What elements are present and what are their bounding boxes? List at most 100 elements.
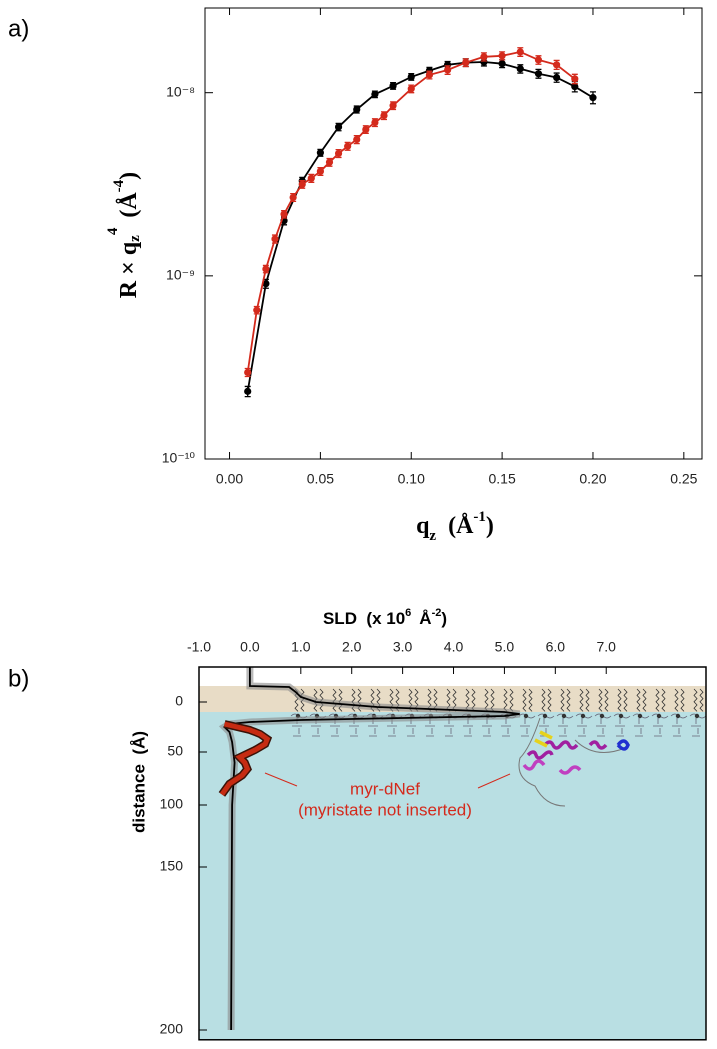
head-atom — [675, 713, 681, 719]
lipid-tail — [522, 688, 533, 712]
label-part: R × q — [116, 241, 142, 298]
y-tick-label: 0 — [175, 693, 183, 709]
protein-cartoon — [518, 717, 630, 807]
data-point — [280, 210, 288, 218]
y-tick-label: 50 — [167, 743, 183, 759]
x-axis-label: SLD (x 106 Å-2) — [323, 607, 447, 629]
head-atom — [637, 713, 643, 719]
x-tick-label: 0.15 — [488, 471, 515, 487]
data-point — [307, 174, 315, 182]
data-point — [534, 70, 543, 78]
lipid-tail — [598, 688, 609, 712]
data-point — [516, 65, 524, 73]
data-point — [244, 368, 252, 377]
water-region — [199, 712, 706, 1040]
label-part: q — [416, 513, 430, 539]
label-part: -2 — [432, 607, 442, 619]
data-point — [298, 180, 306, 188]
x-tick-label: -1.0 — [187, 639, 211, 655]
label-part: (Å — [448, 513, 474, 539]
data-point — [316, 149, 324, 157]
data-point — [589, 94, 597, 102]
data-point — [571, 82, 579, 91]
data-point — [334, 149, 343, 158]
annotation: myr-dNef — [350, 779, 420, 798]
data-point — [462, 58, 470, 67]
data-point — [316, 167, 324, 175]
data-point — [516, 48, 524, 56]
x-tick-label: 0.0 — [240, 639, 260, 655]
fit-line — [246, 50, 576, 373]
data-point — [344, 142, 352, 150]
data-point — [253, 306, 261, 314]
x-tick-label: 0.05 — [307, 471, 334, 487]
x-tick-label: 4.0 — [444, 639, 464, 655]
label-part: (Å — [116, 192, 142, 218]
x-tick-label: 0.20 — [579, 471, 606, 487]
data-point — [498, 60, 506, 68]
x-tick-label: 0.00 — [216, 471, 243, 487]
data-point — [553, 61, 561, 69]
data-point — [371, 118, 379, 127]
label-part: Å — [419, 609, 431, 628]
data-point — [571, 75, 579, 83]
head-atom — [694, 713, 700, 719]
head-atom — [523, 713, 529, 719]
pointer-line — [264, 772, 298, 787]
data-point — [534, 56, 543, 64]
y-tick-label: 10⁻⁸ — [166, 83, 195, 99]
plot-frame — [204, 7, 703, 460]
y-tick-label: 10⁻⁹ — [166, 267, 195, 283]
lipid-tail — [579, 688, 590, 712]
lipid-tail — [655, 688, 666, 712]
data-point — [353, 135, 361, 144]
x-tick-label: 0.10 — [398, 471, 425, 487]
lipid-tail — [674, 688, 685, 712]
data-point — [325, 158, 334, 166]
y-axis-label: distance (Å) — [129, 731, 148, 833]
x-tick-label: 0.25 — [670, 471, 697, 487]
data-point — [443, 66, 452, 74]
protein-helix — [522, 759, 582, 775]
plot-frame — [198, 666, 707, 1041]
data-point — [553, 73, 561, 82]
head-atom — [542, 713, 548, 719]
head-atom — [656, 713, 662, 719]
data-point — [498, 52, 506, 60]
y-axis-label: R × qz4 (Å-4) — [105, 172, 143, 298]
lipid-tail — [636, 688, 647, 712]
protein-turn — [616, 739, 630, 751]
label-part: -4 — [111, 179, 127, 192]
lipid-tail — [693, 688, 704, 712]
data-point — [262, 265, 270, 273]
panel-label: b) — [8, 665, 29, 692]
label-part: z — [127, 235, 143, 242]
data-point — [425, 71, 434, 79]
protein-coil — [518, 717, 626, 807]
annotation: (myristate not inserted) — [298, 800, 472, 819]
lipid-tail — [541, 688, 552, 712]
x-tick-label: 3.0 — [393, 639, 413, 655]
sld-profile — [219, 721, 271, 796]
lipid-tail — [503, 688, 514, 712]
y-tick-label: 200 — [160, 1021, 184, 1037]
data-point — [244, 387, 252, 395]
data-point — [362, 125, 370, 134]
data-point — [480, 58, 488, 66]
protein-sheet — [534, 730, 553, 748]
y-tick-label: 150 — [160, 858, 184, 874]
data-point — [380, 111, 388, 120]
pointer-line — [477, 773, 511, 789]
protein-helix — [526, 740, 608, 760]
data-point — [289, 193, 297, 202]
label-part: z — [429, 528, 436, 544]
data-point — [353, 105, 361, 114]
label-part: 6 — [405, 607, 411, 619]
lipid-tail — [484, 688, 495, 712]
data-point — [271, 235, 279, 243]
data-point — [334, 123, 343, 131]
data-point — [407, 85, 415, 93]
head-atom — [618, 713, 624, 719]
data-point — [480, 53, 488, 61]
